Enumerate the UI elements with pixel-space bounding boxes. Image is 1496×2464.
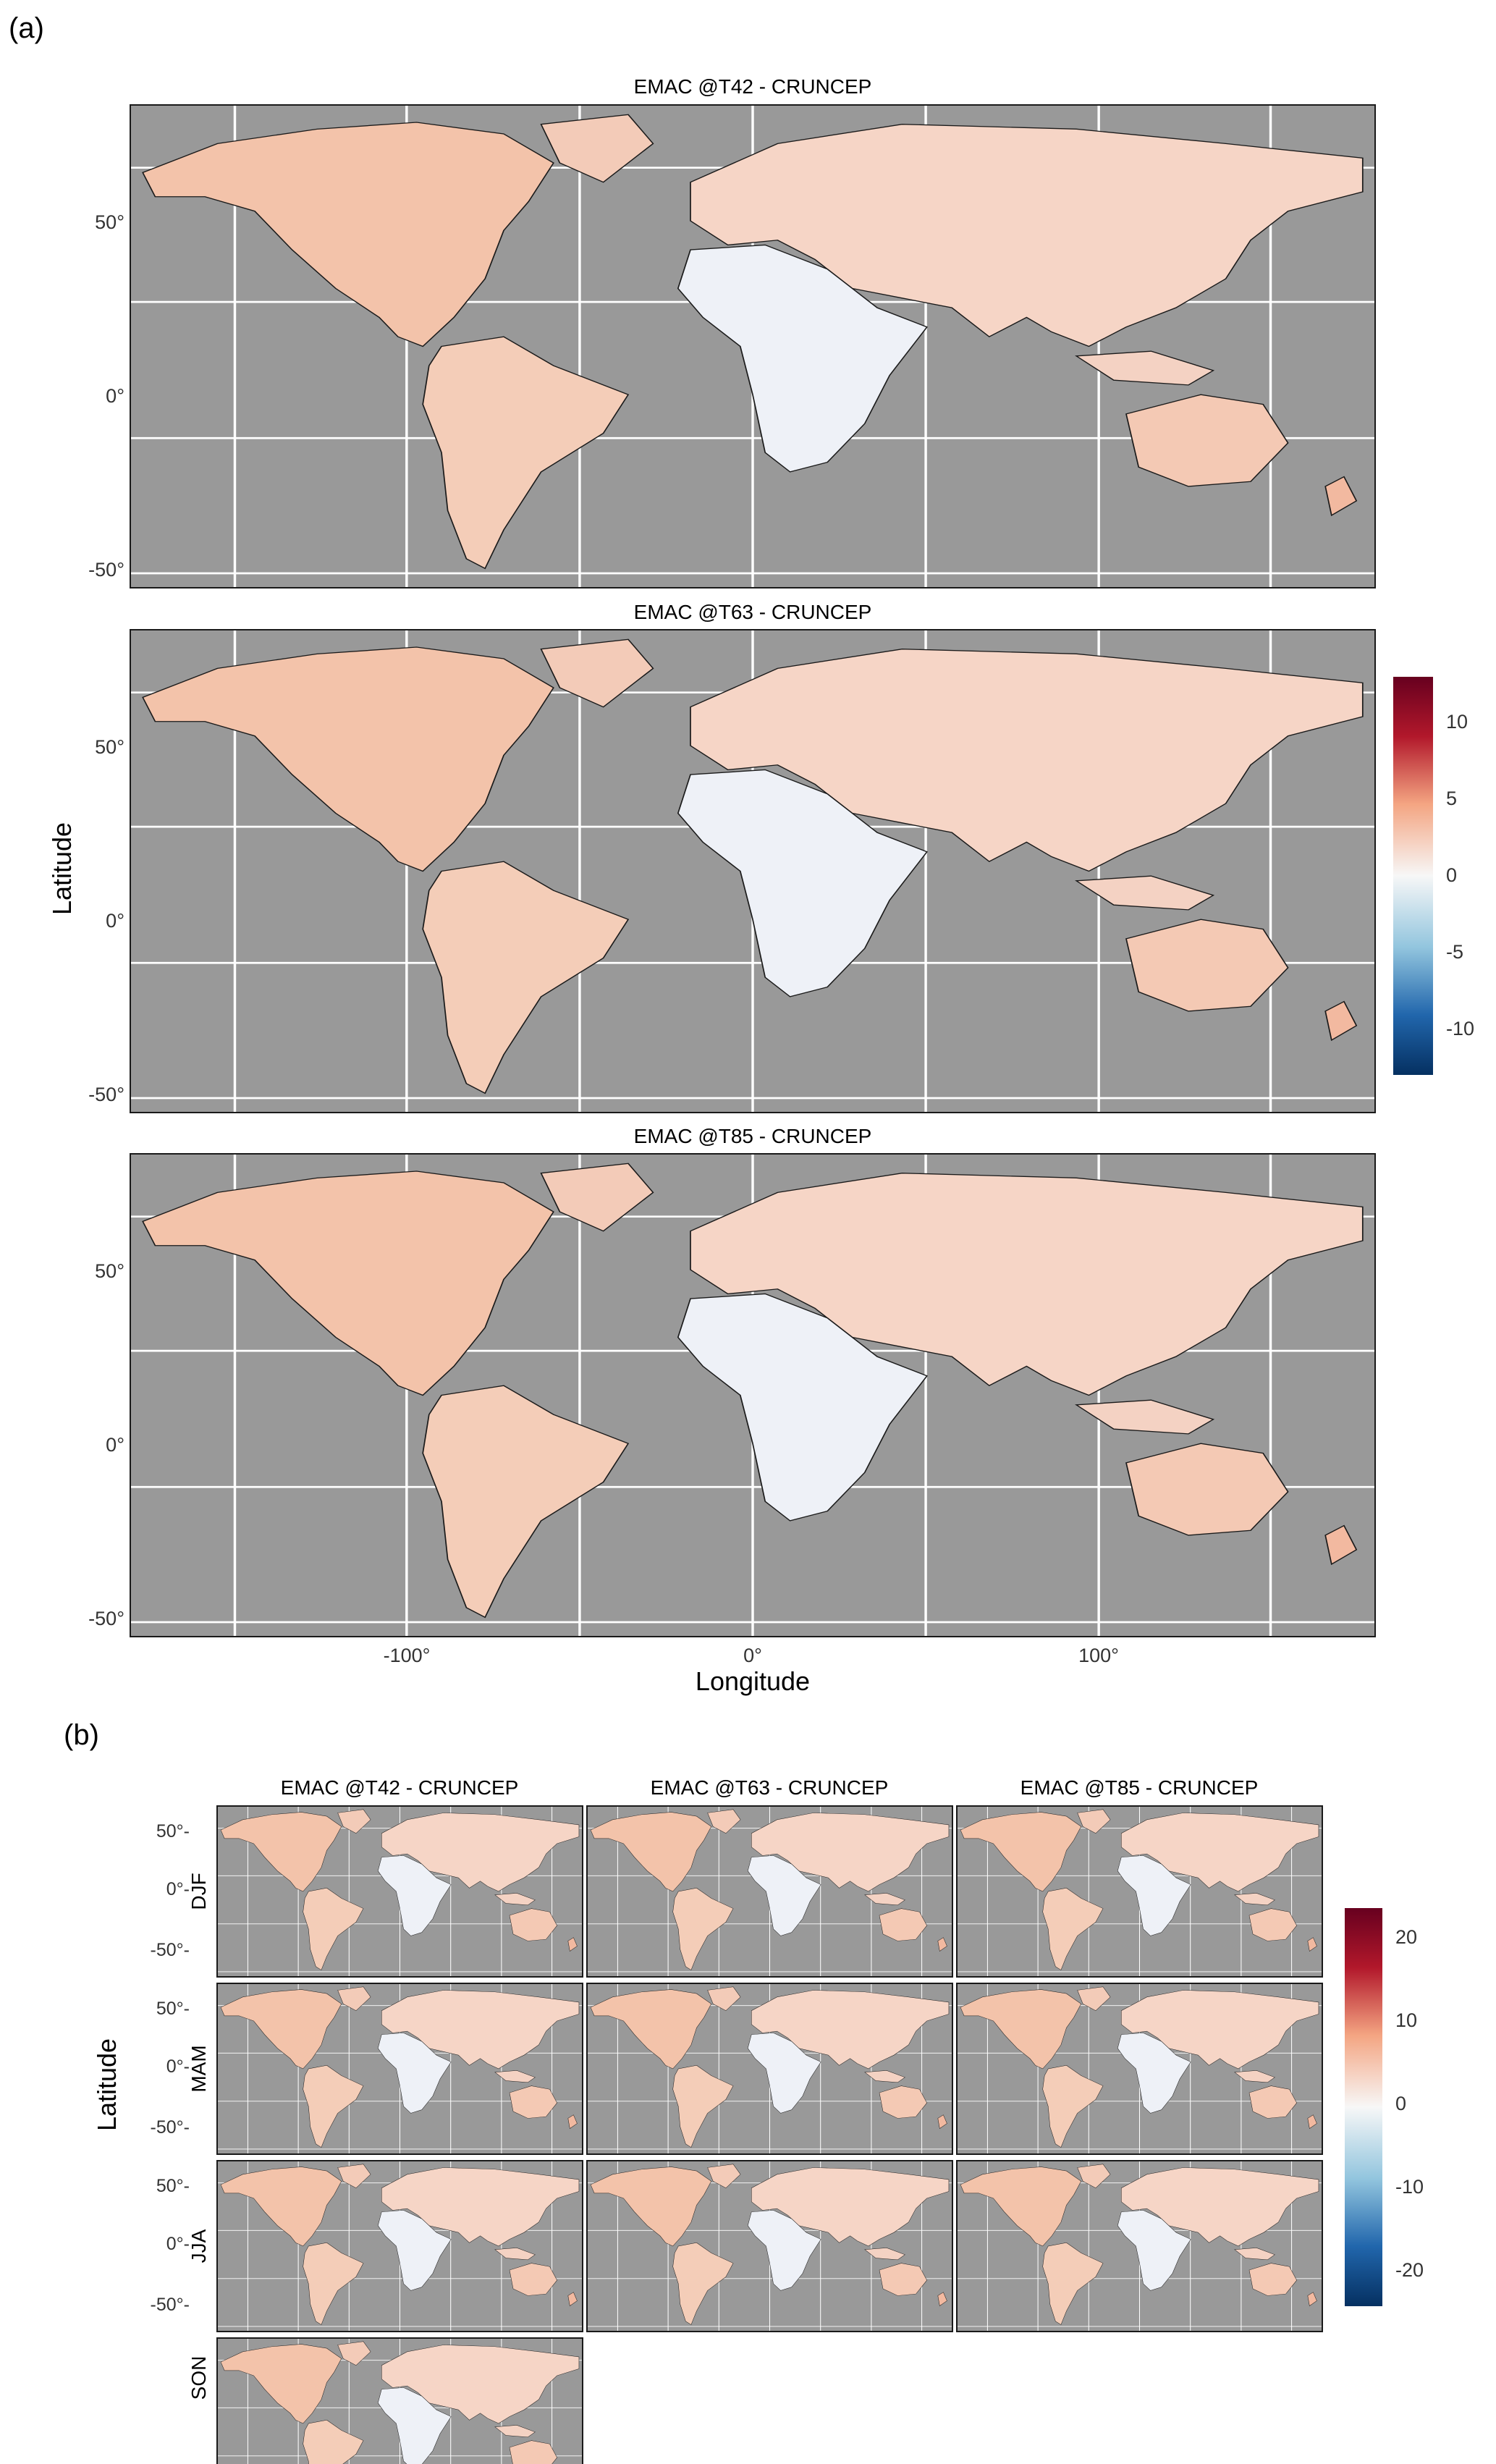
panel-b-ylabel: Latitude [92, 2038, 122, 2131]
panel-a-map-2: EMAC @T63 - CRUNCEP [130, 601, 1376, 1113]
panel-a-ylabel: Latitude [47, 822, 77, 915]
colorbar-tick: -10 [1395, 2176, 1424, 2198]
panel-b-row-djf [216, 1805, 1323, 1978]
lat-tick: -50° [88, 559, 124, 581]
panel-b-lat-ticks: 50°- 0°- -50°- 50°- 0°- -50°- 50°- 0°- -… [151, 1821, 190, 2315]
row-label: MAM [187, 2045, 210, 2092]
colorbar-gradient [1345, 1908, 1382, 2306]
panel-a-lat-ticks: 50° 0° -50° 50° 0° -50° 50° 0° -50° [88, 211, 124, 1629]
lat-tick: -50°- [151, 2117, 190, 2138]
lon-tick: -100° [384, 1645, 431, 1666]
panel-a-label: (a) [9, 12, 44, 44]
lat-tick: -50°- [151, 2295, 190, 2315]
colorbar-tick: 0 [1395, 2093, 1406, 2114]
colorbar-tick: -5 [1446, 941, 1463, 963]
colorbar-tick: -20 [1395, 2259, 1424, 2281]
colorbar-tick: 5 [1446, 788, 1457, 809]
panel-a-map-title: EMAC @T42 - CRUNCEP [634, 75, 872, 98]
lat-tick: -50° [88, 1084, 124, 1105]
panel-b-label: (b) [64, 1719, 99, 1751]
lat-tick: 50°- [156, 1999, 190, 2019]
lat-tick: 0° [106, 385, 124, 407]
panel-b-row-jja [216, 2160, 1323, 2332]
row-label: DJF [187, 1873, 210, 1910]
panel-b-row-labels: DJF MAM JJA SON [187, 1873, 210, 2400]
panel-b-column-titles: EMAC @T42 - CRUNCEP EMAC @T63 - CRUNCEP … [281, 1776, 1259, 1799]
row-label: JJA [187, 2229, 210, 2263]
colorbar-tick: 20 [1395, 1926, 1417, 1948]
column-title: EMAC @T85 - CRUNCEP [1020, 1776, 1259, 1799]
panel-a-lon-ticks: -100° 0° 100° [384, 1645, 1119, 1666]
row-label: SON [187, 2356, 210, 2400]
colorbar-tick: 10 [1395, 2009, 1417, 2031]
lat-tick: 0°- [166, 2234, 190, 2254]
lat-tick: 50°- [156, 1821, 190, 1841]
panel-b-row-son [216, 2337, 583, 2464]
colorbar-tick: -10 [1446, 1018, 1474, 1039]
lat-tick: 0° [106, 910, 124, 932]
panel-a-colorbar: 10 5 0 -5 -10 [1393, 677, 1474, 1075]
lat-tick: 0°- [166, 2056, 190, 2077]
colorbar-tick: 0 [1446, 864, 1457, 886]
colorbar-gradient [1393, 677, 1433, 1075]
colorbar-tick: 10 [1446, 711, 1468, 733]
lat-tick: 50° [95, 736, 124, 758]
lat-tick: -50°- [151, 1940, 190, 1960]
panel-a-map-1: EMAC @T42 - CRUNCEP [130, 75, 1376, 588]
lat-tick: 50° [95, 211, 124, 233]
lat-tick: -50° [88, 1608, 124, 1629]
panel-a-map-title: EMAC @T63 - CRUNCEP [634, 601, 872, 623]
panel-b-colorbar: 20 10 0 -10 -20 [1345, 1908, 1424, 2306]
panel-b-row-mam [216, 1983, 1323, 2155]
panel-a-map-3: EMAC @T85 - CRUNCEP [130, 1125, 1376, 1637]
column-title: EMAC @T42 - CRUNCEP [281, 1776, 519, 1799]
lat-tick: 0°- [166, 1879, 190, 1899]
panel-a-xlabel: Longitude [696, 1666, 810, 1696]
lat-tick: 0° [106, 1434, 124, 1456]
lat-tick: 50°- [156, 2176, 190, 2196]
column-title: EMAC @T63 - CRUNCEP [651, 1776, 889, 1799]
lon-tick: 0° [743, 1645, 762, 1666]
lat-tick: 50° [95, 1260, 124, 1282]
lon-tick: 100° [1078, 1645, 1119, 1666]
panel-a-map-title: EMAC @T85 - CRUNCEP [634, 1125, 872, 1147]
